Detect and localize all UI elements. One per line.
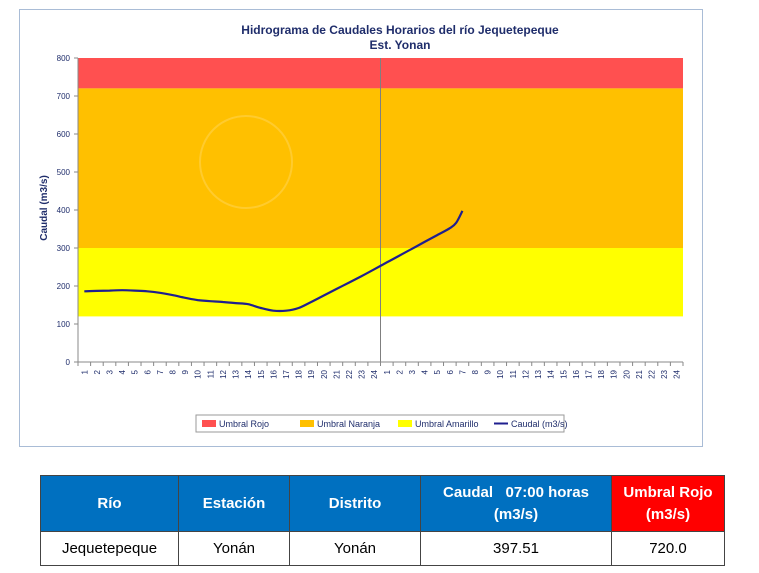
x-tick-label: 19 bbox=[610, 369, 619, 378]
header-caudal-line2: (m3/s) bbox=[493, 505, 539, 523]
cell-estacion: Yonán bbox=[178, 531, 290, 566]
x-tick-label: 6 bbox=[446, 369, 455, 374]
cell-distrito: Yonán bbox=[289, 531, 421, 566]
x-tick-label: 21 bbox=[635, 369, 644, 378]
x-tick-label: 16 bbox=[269, 369, 278, 378]
x-tick-label: 7 bbox=[156, 369, 165, 374]
x-tick-label: 17 bbox=[584, 369, 593, 378]
legend-label-2: Umbral Amarillo bbox=[415, 419, 479, 429]
x-tick-label: 20 bbox=[320, 369, 329, 378]
x-tick-label: 23 bbox=[660, 369, 669, 378]
x-tick-label: 10 bbox=[496, 369, 505, 378]
y-tick-label: 100 bbox=[57, 320, 71, 329]
x-tick-label: 24 bbox=[673, 369, 682, 378]
x-tick-label: 4 bbox=[421, 369, 430, 374]
cell-caudal: 397.51 bbox=[420, 531, 612, 566]
header-umbral-rojo: Umbral Rojo (m3/s) bbox=[611, 475, 725, 532]
x-tick-label: 15 bbox=[559, 369, 568, 378]
chart-legend: Umbral Rojo Umbral Naranja Umbral Amarillo… bbox=[195, 414, 568, 433]
y-tick-label: 700 bbox=[57, 92, 71, 101]
y-tick-label: 0 bbox=[66, 358, 71, 367]
x-tick-label: 1 bbox=[80, 369, 89, 374]
x-tick-label: 5 bbox=[131, 369, 140, 374]
header-caudal: Caudal 07:00 horas (m3/s) bbox=[420, 475, 612, 532]
header-caudal-line1: Caudal 07:00 horas bbox=[443, 483, 589, 501]
x-tick-label: 18 bbox=[597, 369, 606, 378]
y-tick-label: 800 bbox=[57, 54, 71, 63]
flow-data-table: Río Estación Distrito Caudal 07:00 horas… bbox=[40, 475, 725, 566]
x-tick-label: 3 bbox=[408, 369, 417, 374]
y-tick-label: 200 bbox=[57, 282, 71, 291]
x-tick-label: 1 bbox=[383, 369, 392, 374]
x-tick-label: 14 bbox=[547, 369, 556, 378]
y-tick-label: 600 bbox=[57, 130, 71, 139]
x-tick-label: 10 bbox=[194, 369, 203, 378]
table-row: Jequetepeque Yonán Yonán 397.51 720.0 bbox=[40, 531, 725, 566]
x-tick-label: 3 bbox=[106, 369, 115, 374]
x-tick-label: 24 bbox=[370, 369, 379, 378]
x-tick-label: 22 bbox=[647, 369, 656, 378]
hydrograph-chart: Hidrograma de Caudales Horarios del río … bbox=[39, 23, 684, 433]
x-tick-label: 13 bbox=[232, 369, 241, 378]
x-tick-label: 4 bbox=[118, 369, 127, 374]
y-tick-label: 300 bbox=[57, 244, 71, 253]
x-tick-label: 8 bbox=[471, 369, 480, 374]
x-tick-label: 9 bbox=[181, 369, 190, 374]
x-tick-label: 6 bbox=[143, 369, 152, 374]
x-tick-label: 13 bbox=[534, 369, 543, 378]
legend-swatch-2 bbox=[398, 420, 412, 427]
legend-swatch-0 bbox=[202, 420, 216, 427]
x-tick-label: 23 bbox=[358, 369, 367, 378]
x-tick-label: 17 bbox=[282, 369, 291, 378]
x-tick-label: 12 bbox=[219, 369, 228, 378]
x-tick-label: 11 bbox=[509, 369, 518, 378]
header-estacion: Estación bbox=[178, 475, 290, 532]
sun-watermark-icon bbox=[199, 115, 293, 209]
x-tick-label: 7 bbox=[458, 369, 467, 374]
x-tick-label: 9 bbox=[484, 369, 493, 374]
x-tick-label: 18 bbox=[295, 369, 304, 378]
x-tick-label: 15 bbox=[257, 369, 266, 378]
y-tick-label: 500 bbox=[57, 168, 71, 177]
chart-subtitle: Est. Yonan bbox=[370, 38, 431, 52]
cell-rio: Jequetepeque bbox=[40, 531, 179, 566]
x-tick-label: 14 bbox=[244, 369, 253, 378]
x-tick-label: 2 bbox=[93, 369, 102, 374]
cell-umbral-rojo: 720.0 bbox=[611, 531, 725, 566]
x-tick-label: 16 bbox=[572, 369, 581, 378]
header-rio: Río bbox=[40, 475, 179, 532]
legend-box bbox=[195, 414, 565, 433]
legend-label-3: Caudal (m3/s) bbox=[511, 419, 568, 429]
legend-swatch-1 bbox=[300, 420, 314, 427]
x-tick-label: 22 bbox=[345, 369, 354, 378]
header-umbral-line2: (m3/s) bbox=[645, 505, 691, 523]
header-umbral-line1: Umbral Rojo bbox=[623, 483, 713, 501]
chart-frame: Hidrograma de Caudales Horarios del río … bbox=[19, 9, 703, 447]
legend-label-0: Umbral Rojo bbox=[219, 419, 269, 429]
x-tick-label: 8 bbox=[169, 369, 178, 374]
header-distrito: Distrito bbox=[289, 475, 421, 532]
x-tick-label: 5 bbox=[433, 369, 442, 374]
x-tick-label: 21 bbox=[332, 369, 341, 378]
x-tick-label: 11 bbox=[206, 369, 215, 378]
x-tick-label: 12 bbox=[521, 369, 530, 378]
y-tick-label: 400 bbox=[57, 206, 71, 215]
x-tick-label: 20 bbox=[622, 369, 631, 378]
chart-title: Hidrograma de Caudales Horarios del río … bbox=[241, 23, 559, 37]
table-header-row: Río Estación Distrito Caudal 07:00 horas… bbox=[40, 475, 725, 532]
y-axis-label: Caudal (m3/s) bbox=[39, 175, 50, 241]
x-tick-label: 2 bbox=[395, 369, 404, 374]
x-tick-label: 19 bbox=[307, 369, 316, 378]
legend-label-1: Umbral Naranja bbox=[317, 419, 380, 429]
series-line-caudal bbox=[84, 210, 464, 313]
